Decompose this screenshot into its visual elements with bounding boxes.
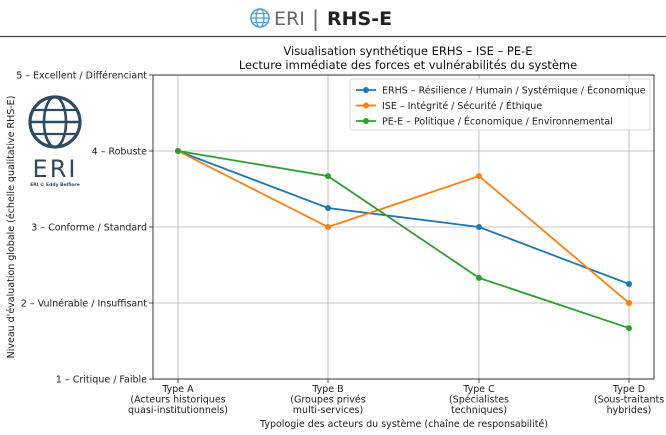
legend-box: [349, 78, 651, 131]
data-point: [626, 300, 632, 306]
x-tick-label: Type B: [311, 384, 343, 395]
legend-swatch-marker: [363, 102, 369, 109]
data-point: [626, 281, 632, 287]
y-tick-label: 5 – Excellent / Différenciant: [16, 71, 147, 82]
x-tick-label: quasi-institutionnels): [128, 405, 228, 416]
globe-icon: [250, 8, 270, 28]
data-point: [476, 224, 482, 230]
header-brand-eri: ERI: [274, 8, 305, 30]
data-point: [476, 173, 482, 180]
x-tick-label: Type C: [462, 384, 495, 395]
series-lines: [175, 148, 632, 332]
data-point: [325, 173, 331, 180]
plot-frame: [152, 74, 655, 380]
x-ticks: Type A(Acteurs historiquesquasi-institut…: [128, 379, 664, 416]
legend-label: ISE – Intégrité / Sécurité / Éthique: [382, 100, 542, 112]
logo-text: ERI: [33, 155, 78, 183]
series-2: [175, 148, 632, 332]
x-tick-label: (Sous-traitants: [594, 395, 664, 406]
series-line: [177, 150, 630, 329]
y-tick-label: 3 – Conforme / Standard: [31, 223, 147, 234]
data-point: [325, 224, 331, 230]
y-ticks: 1 – Critique / Faible 2 – Vulnérable / In…: [16, 71, 153, 386]
chart-subtitle: Lecture immédiate des forces et vulnérab…: [239, 58, 577, 72]
globe-icon: [28, 95, 82, 149]
chart-title: Visualisation synthétique ERHS – ISE – P…: [283, 44, 532, 58]
header-brand: ERI | RHS-E: [250, 7, 392, 32]
header-separator: |: [312, 7, 319, 32]
x-axis-label: Typologie des acteurs du système (chaîne…: [259, 419, 548, 430]
x-tick-label: Type D: [612, 384, 645, 395]
series-0: [175, 148, 632, 287]
legend-label: PE-E – Politique / Économique / Environn…: [382, 116, 613, 128]
series-line: [177, 150, 630, 304]
x-tick-label: (Groupes privés: [290, 395, 365, 406]
eri-logo: ERI ERI © Eddy Belfiore: [28, 95, 82, 188]
x-tick-label: (Spécialistes: [449, 395, 509, 406]
x-tick-label: Type A: [161, 384, 194, 395]
x-tick-label: multi-services): [293, 405, 363, 416]
header-brand-rhse: RHS-E: [327, 8, 392, 30]
data-point: [325, 205, 331, 211]
legend-swatch-marker: [363, 118, 369, 124]
y-axis-label: Niveau d'évaluation globale (échelle qua…: [6, 96, 17, 359]
data-point: [476, 274, 482, 281]
legend: ERHS – Résilience / Humain / Systémique …: [349, 78, 651, 131]
data-point: [626, 325, 632, 332]
legend-swatch-marker: [363, 87, 369, 93]
data-point: [175, 148, 181, 154]
logo-subtext: ERI © Eddy Belfiore: [30, 182, 80, 188]
legend-label: ERHS – Résilience / Humain / Systémique …: [382, 85, 646, 97]
y-tick-label: 1 – Critique / Faible: [56, 375, 147, 386]
x-tick-label: (Acteurs historiques: [130, 395, 225, 406]
y-tick-label: 4 – Robuste: [92, 147, 148, 158]
series-line: [177, 150, 630, 285]
y-tick-label: 2 – Vulnérable / Insuffisant: [21, 299, 147, 310]
x-tick-label: hybrides): [607, 405, 652, 416]
x-tick-label: techniques): [451, 405, 507, 416]
